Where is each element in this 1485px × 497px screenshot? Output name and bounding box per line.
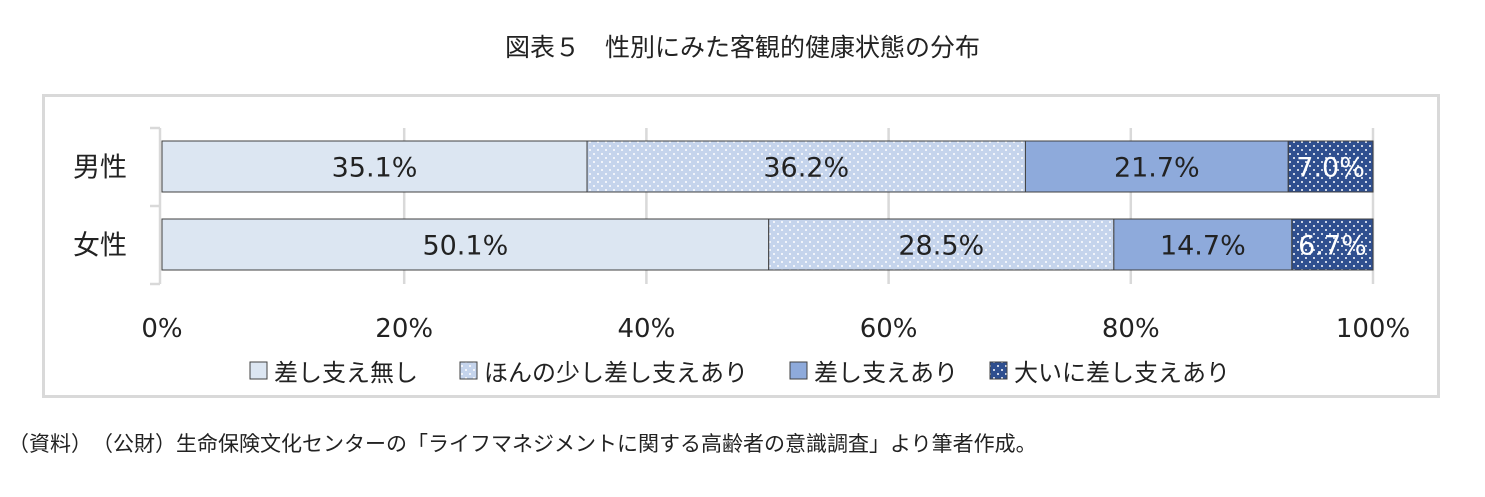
data-label: 21.7%: [1114, 153, 1200, 184]
legend-swatch: [789, 361, 808, 380]
x-tick-label: 0%: [141, 314, 182, 344]
data-label: 35.1%: [332, 153, 418, 184]
bar-segment: [586, 140, 1026, 193]
data-label: 28.5%: [898, 231, 984, 262]
data-label: 14.7%: [1160, 231, 1246, 262]
x-tick-label: 60%: [860, 314, 918, 344]
data-label: 50.1%: [422, 231, 508, 262]
source-note: （資料） （公財）生命保険文化センターの「ライフマネジメントに関する高齢者の意識…: [8, 432, 1037, 456]
bar-segment: [1291, 218, 1374, 271]
legend-label: 差し支え無し: [274, 359, 418, 387]
bar-segment: [768, 218, 1115, 271]
x-tick-label: 20%: [375, 314, 433, 344]
legend-label: ほんの少し差し支えあり: [484, 359, 748, 387]
bars: 35.1% 36.2% 21.7% 7.0% 50.1% 28.5% 14.7% 6.7%: [161, 140, 1374, 271]
legend-label: 差し支えあり: [814, 359, 958, 387]
chart-frame: [42, 94, 1440, 398]
legend: 差し支え無し ほんの少し差し支えあり 差し支えあり 大いに差し支えあり: [249, 359, 1230, 387]
data-label: 36.2%: [763, 153, 849, 184]
bar-segment: [1113, 218, 1293, 271]
x-tick-label: 100%: [1336, 314, 1410, 344]
category-label: 女性: [73, 231, 127, 262]
data-label: 7.0%: [1296, 153, 1365, 184]
chart-title: 図表５ 性別にみた客観的健康状態の分布: [504, 33, 980, 62]
legend-swatch: [249, 361, 268, 380]
bar-segment: [161, 218, 770, 271]
x-tick-label: 80%: [1102, 314, 1160, 344]
bar-segment: [161, 140, 588, 193]
bar-segment: [1024, 140, 1289, 193]
x-tick-label: 40%: [618, 314, 676, 344]
legend-swatch: [459, 361, 478, 380]
bar-segment: [1287, 140, 1374, 193]
x-axis-tick-labels: 0% 20% 40% 60% 80% 100%: [141, 314, 1410, 344]
legend-swatch: [989, 361, 1008, 380]
category-label: 男性: [73, 153, 127, 184]
data-label: 6.7%: [1298, 231, 1367, 262]
legend-label: 大いに差し支えあり: [1014, 359, 1230, 387]
